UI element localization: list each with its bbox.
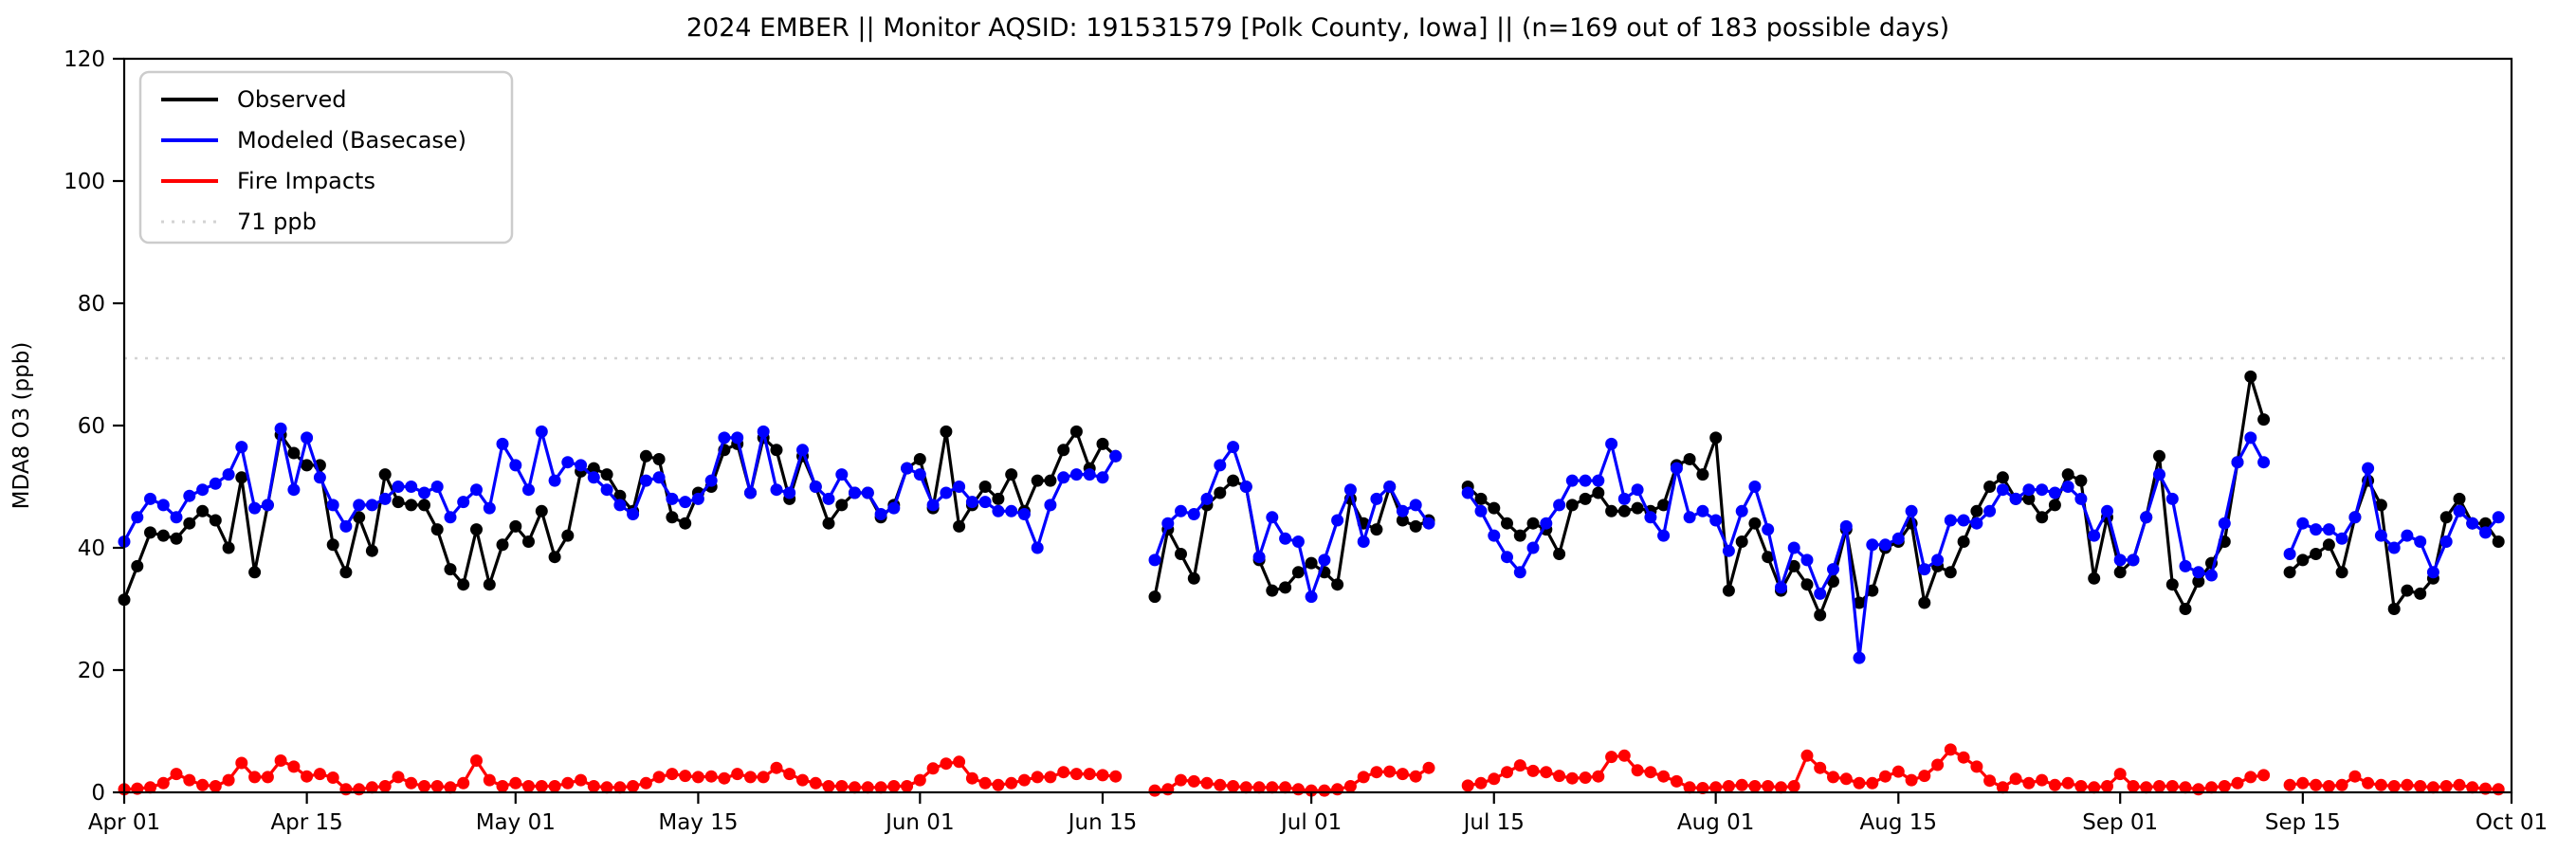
x-tick-label: Jun 15 (1067, 810, 1138, 835)
x-tick-label: Jul 01 (1279, 810, 1342, 835)
legend-label-fire: Fire Impacts (237, 168, 375, 194)
y-tick-label: 40 (78, 536, 105, 561)
x-tick-label: Sep 15 (2265, 810, 2341, 835)
x-tick-label: Apr 15 (270, 810, 342, 835)
x-axis-ticks: Apr 01 Apr 15 May 01 May 15 Jun 01 Jun 15 Jul … (88, 792, 2548, 835)
y-axis-ticks: 0 20 40 60 80 100 120 (64, 47, 124, 806)
x-tick-label: Aug 15 (1860, 810, 1938, 835)
chart-title: 2024 EMBER || Monitor AQSID: 191531579 [… (686, 13, 1949, 43)
x-tick-label: May 01 (476, 810, 556, 835)
y-tick-label: 80 (78, 292, 105, 317)
y-tick-label: 20 (78, 659, 105, 683)
x-tick-label: Sep 01 (2082, 810, 2158, 835)
x-tick-label: May 15 (658, 810, 738, 835)
x-tick-label: Oct 01 (2476, 810, 2548, 835)
y-tick-label: 100 (64, 170, 105, 194)
y-tick-label: 0 (91, 781, 105, 806)
y-tick-label: 60 (78, 414, 105, 439)
observed-series (118, 370, 2505, 622)
data-series-layer (118, 370, 2505, 797)
x-tick-label: Apr 01 (88, 810, 160, 835)
legend-label-observed: Observed (237, 86, 346, 113)
fire-impacts-series (118, 743, 2505, 797)
x-tick-label: Jun 01 (884, 810, 955, 835)
legend: Observed Modeled (Basecase) Fire Impacts… (138, 70, 514, 245)
legend-label-threshold: 71 ppb (237, 209, 317, 235)
legend-box (138, 70, 514, 245)
legend-label-modeled: Modeled (Basecase) (237, 127, 466, 154)
y-tick-label: 120 (64, 47, 105, 72)
modeled-basecase--series (118, 422, 2505, 664)
x-tick-label: Jul 15 (1462, 810, 1525, 835)
y-axis-label: MDA8 O3 (ppb) (9, 342, 34, 510)
x-tick-label: Aug 01 (1677, 810, 1755, 835)
